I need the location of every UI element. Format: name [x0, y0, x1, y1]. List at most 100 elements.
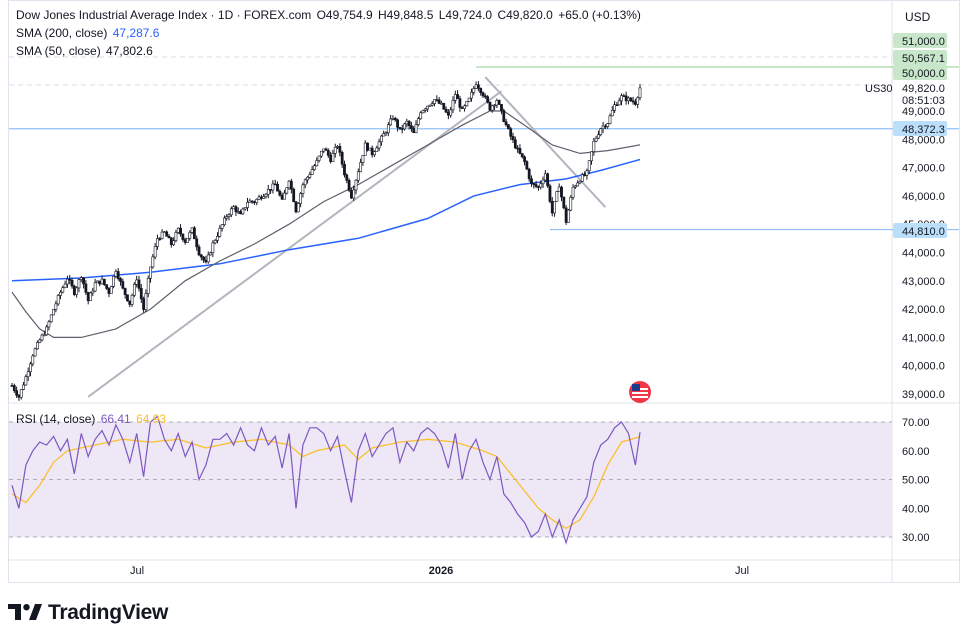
candle-down[interactable]	[483, 95, 487, 98]
candle-up[interactable]	[96, 280, 99, 284]
candle-up[interactable]	[130, 294, 134, 305]
candle-up[interactable]	[319, 150, 323, 157]
candle-up[interactable]	[423, 108, 427, 111]
candle-up[interactable]	[47, 321, 51, 328]
currency-label[interactable]: USD	[905, 10, 931, 24]
candle-up[interactable]	[359, 162, 363, 173]
candle-up[interactable]	[384, 132, 388, 135]
candle-up[interactable]	[93, 282, 97, 292]
candle-down[interactable]	[633, 101, 637, 105]
candle-up[interactable]	[271, 183, 275, 191]
candle-up[interactable]	[45, 326, 49, 336]
candle-up[interactable]	[296, 203, 300, 213]
candle-up[interactable]	[578, 181, 582, 184]
candle-up[interactable]	[255, 199, 259, 203]
candle-down[interactable]	[280, 194, 284, 200]
candle-up[interactable]	[382, 133, 386, 137]
candle-up[interactable]	[474, 84, 478, 89]
candle-up[interactable]	[114, 271, 118, 277]
candle-up[interactable]	[38, 339, 42, 343]
candle-down[interactable]	[324, 148, 328, 151]
candle-up[interactable]	[186, 237, 189, 243]
candle-up[interactable]	[414, 124, 418, 133]
candle-up[interactable]	[160, 231, 164, 240]
candle-up[interactable]	[449, 109, 453, 116]
candle-down[interactable]	[72, 285, 76, 295]
candle-down[interactable]	[458, 98, 462, 108]
candle-down[interactable]	[121, 281, 125, 289]
candle-up[interactable]	[63, 283, 67, 288]
candle-up[interactable]	[490, 105, 494, 111]
candle-up[interactable]	[54, 303, 58, 310]
candle-up[interactable]	[146, 278, 150, 294]
candle-up[interactable]	[35, 342, 39, 350]
candle-down[interactable]	[537, 186, 540, 188]
candle-up[interactable]	[151, 256, 155, 268]
candle-down[interactable]	[622, 95, 626, 97]
candle-up[interactable]	[386, 124, 390, 133]
candle-down[interactable]	[476, 84, 480, 89]
candle-down[interactable]	[158, 238, 162, 240]
candle-down[interactable]	[497, 100, 501, 105]
candle-up[interactable]	[361, 155, 365, 163]
candle-up[interactable]	[597, 134, 600, 139]
price-box[interactable]	[893, 223, 947, 238]
candle-down[interactable]	[366, 142, 369, 151]
candle-down[interactable]	[396, 119, 399, 128]
candle-up[interactable]	[322, 148, 326, 152]
candle-down[interactable]	[204, 259, 208, 263]
candle-down[interactable]	[165, 231, 169, 237]
candle-up[interactable]	[333, 147, 337, 154]
candle-down[interactable]	[513, 139, 517, 149]
candle-up[interactable]	[354, 179, 358, 191]
candle-up[interactable]	[557, 186, 561, 192]
candle-up[interactable]	[308, 174, 312, 178]
us-flag-event-icon[interactable]	[628, 380, 652, 404]
candle-up[interactable]	[213, 240, 217, 244]
candle-down[interactable]	[564, 207, 568, 223]
candle-down[interactable]	[250, 200, 254, 203]
candle-up[interactable]	[75, 287, 79, 295]
candle-up[interactable]	[40, 334, 44, 341]
candle-down[interactable]	[126, 294, 129, 302]
candle-down[interactable]	[12, 385, 16, 391]
candle-down[interactable]	[329, 155, 333, 162]
candle-down[interactable]	[624, 95, 628, 102]
candle-up[interactable]	[176, 227, 180, 233]
candle-up[interactable]	[553, 200, 556, 214]
candle-down[interactable]	[502, 110, 506, 122]
candle-up[interactable]	[465, 101, 469, 107]
candle-up[interactable]	[287, 180, 291, 189]
trendline-0[interactable]	[87, 90, 503, 398]
candle-down[interactable]	[548, 185, 552, 202]
candle-up[interactable]	[539, 183, 543, 188]
candle-up[interactable]	[426, 105, 429, 110]
candle-down[interactable]	[370, 147, 374, 156]
candle-up[interactable]	[541, 179, 545, 185]
candle-up[interactable]	[590, 151, 593, 162]
candle-down[interactable]	[128, 300, 132, 305]
candle-down[interactable]	[82, 277, 85, 285]
candle-down[interactable]	[442, 102, 446, 110]
price-box[interactable]	[893, 50, 947, 65]
candle-up[interactable]	[608, 115, 612, 124]
candle-up[interactable]	[453, 94, 457, 101]
candle-up[interactable]	[587, 160, 591, 172]
candle-down[interactable]	[195, 238, 199, 248]
candle-up[interactable]	[493, 104, 496, 107]
candle-down[interactable]	[273, 183, 277, 186]
candle-up[interactable]	[363, 142, 367, 156]
candle-down[interactable]	[546, 173, 550, 187]
candle-up[interactable]	[112, 276, 115, 287]
candle-up[interactable]	[77, 279, 81, 289]
candle-up[interactable]	[569, 197, 573, 211]
candle-up[interactable]	[89, 292, 92, 302]
candle-up[interactable]	[620, 95, 623, 102]
candle-down[interactable]	[259, 196, 263, 199]
candle-up[interactable]	[419, 112, 423, 120]
candle-down[interactable]	[123, 287, 127, 296]
candle-up[interactable]	[573, 185, 577, 188]
candle-up[interactable]	[356, 171, 360, 181]
candle-down[interactable]	[340, 152, 344, 165]
candle-up[interactable]	[592, 140, 596, 152]
